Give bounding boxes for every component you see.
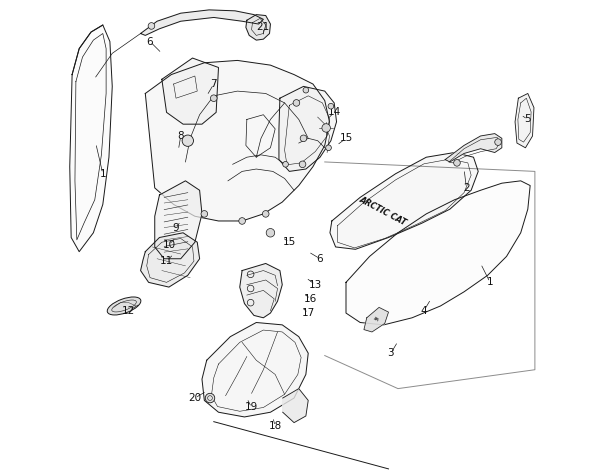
Text: 4: 4 bbox=[421, 306, 427, 316]
Text: 12: 12 bbox=[122, 306, 135, 316]
Circle shape bbox=[322, 124, 330, 132]
Text: 7: 7 bbox=[211, 79, 217, 89]
Circle shape bbox=[262, 210, 269, 217]
Polygon shape bbox=[141, 233, 200, 287]
Text: 6: 6 bbox=[147, 37, 154, 47]
Polygon shape bbox=[445, 133, 502, 162]
Circle shape bbox=[182, 135, 194, 146]
Text: 11: 11 bbox=[160, 256, 173, 266]
Polygon shape bbox=[145, 60, 330, 221]
Text: 16: 16 bbox=[304, 294, 317, 304]
Text: 13: 13 bbox=[309, 280, 322, 290]
Ellipse shape bbox=[107, 297, 141, 315]
Circle shape bbox=[326, 145, 331, 151]
Text: 18: 18 bbox=[268, 421, 282, 431]
Text: 6: 6 bbox=[317, 254, 324, 264]
Circle shape bbox=[283, 162, 288, 167]
Text: 3: 3 bbox=[387, 348, 394, 358]
Polygon shape bbox=[70, 25, 112, 252]
Polygon shape bbox=[246, 15, 271, 40]
Circle shape bbox=[211, 95, 217, 102]
Circle shape bbox=[201, 210, 208, 217]
Text: 15: 15 bbox=[339, 133, 353, 143]
Polygon shape bbox=[162, 58, 219, 124]
Text: 14: 14 bbox=[328, 107, 341, 117]
Text: 19: 19 bbox=[245, 402, 258, 412]
Circle shape bbox=[266, 228, 275, 237]
Circle shape bbox=[148, 23, 155, 29]
Polygon shape bbox=[330, 152, 478, 249]
Polygon shape bbox=[346, 181, 530, 325]
Polygon shape bbox=[283, 389, 308, 423]
Text: 5: 5 bbox=[524, 114, 531, 124]
Text: ZR: ZR bbox=[373, 316, 380, 323]
Polygon shape bbox=[364, 307, 388, 332]
Text: 21: 21 bbox=[257, 22, 270, 32]
Text: 20: 20 bbox=[188, 393, 202, 403]
Circle shape bbox=[293, 100, 300, 106]
Text: 15: 15 bbox=[283, 237, 296, 247]
Text: 9: 9 bbox=[172, 223, 179, 233]
Circle shape bbox=[205, 393, 215, 403]
Circle shape bbox=[239, 218, 245, 224]
Polygon shape bbox=[240, 264, 282, 318]
Circle shape bbox=[495, 139, 501, 145]
Circle shape bbox=[303, 87, 309, 93]
Polygon shape bbox=[155, 181, 202, 259]
Text: 1: 1 bbox=[487, 277, 493, 287]
Polygon shape bbox=[141, 10, 263, 36]
Polygon shape bbox=[279, 86, 336, 171]
Text: 10: 10 bbox=[162, 239, 175, 249]
Text: 2: 2 bbox=[463, 183, 470, 193]
Polygon shape bbox=[515, 94, 534, 148]
Text: 1: 1 bbox=[100, 169, 106, 179]
Text: 8: 8 bbox=[177, 131, 184, 141]
Text: 17: 17 bbox=[302, 308, 315, 318]
Circle shape bbox=[299, 161, 306, 168]
Circle shape bbox=[328, 104, 334, 109]
Circle shape bbox=[453, 160, 460, 166]
Text: ARCTIC CAT: ARCTIC CAT bbox=[358, 195, 408, 228]
Circle shape bbox=[300, 135, 307, 142]
Polygon shape bbox=[202, 323, 308, 417]
